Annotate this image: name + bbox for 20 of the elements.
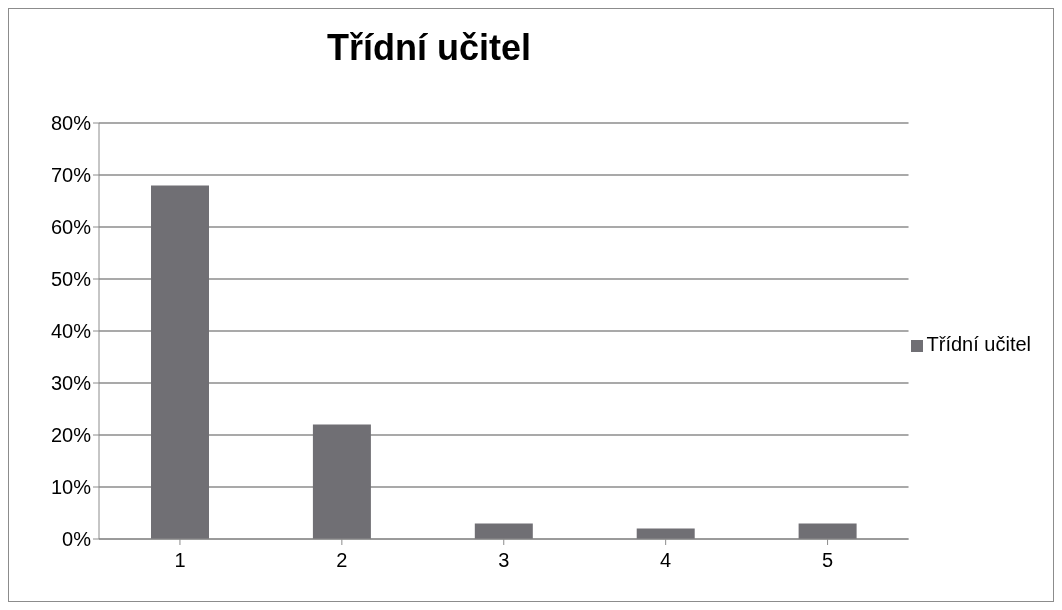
bar (474, 523, 533, 539)
y-tick-label: 50% (50, 268, 92, 291)
bar (798, 523, 857, 539)
y-tick-label: 60% (50, 216, 92, 239)
y-tick-label: 30% (50, 372, 92, 395)
y-tick-label: 20% (50, 424, 92, 447)
x-tick-label: 3 (498, 549, 510, 572)
y-tick-label: 80% (50, 112, 92, 135)
y-tick-label: 10% (50, 476, 92, 499)
bar (151, 185, 209, 539)
x-tick-label: 5 (822, 549, 834, 572)
chart-title: Třídní učitel (326, 27, 532, 69)
x-tick-label: 4 (660, 549, 672, 572)
y-tick-label: 40% (50, 320, 92, 343)
y-tick-label: 0% (62, 528, 92, 551)
x-tick-label: 2 (336, 549, 348, 572)
bar (312, 424, 371, 539)
legend-label: Třídní učitel (926, 332, 1031, 355)
x-tick-label: 1 (174, 549, 186, 572)
y-tick-label: 70% (50, 164, 92, 187)
